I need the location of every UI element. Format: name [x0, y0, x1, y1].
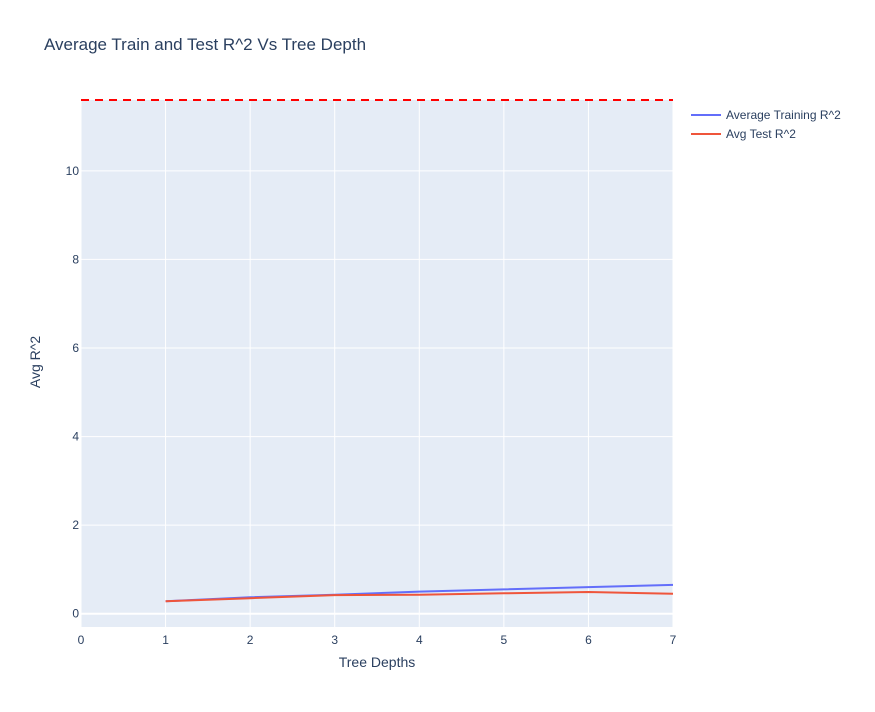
- legend-label: Avg Test R^2: [726, 127, 796, 141]
- y-tick-label: 4: [72, 430, 79, 444]
- x-tick-label: 0: [78, 633, 85, 647]
- y-tick-label: 0: [72, 607, 79, 621]
- x-tick-label: 4: [416, 633, 423, 647]
- x-tick-label: 3: [331, 633, 338, 647]
- legend-item[interactable]: Avg Test R^2: [691, 127, 796, 141]
- legend-item[interactable]: Average Training R^2: [691, 108, 841, 122]
- axis-tick-labels: 0 1 2 3 4 5 6 7 0 2 4 6 8 10: [66, 164, 677, 647]
- legend-label: Average Training R^2: [726, 108, 841, 122]
- y-tick-label: 8: [72, 252, 79, 266]
- legend[interactable]: Average Training R^2 Avg Test R^2: [691, 108, 841, 141]
- x-tick-label: 6: [585, 633, 592, 647]
- x-tick-label: 1: [162, 633, 169, 647]
- x-axis-label: Tree Depths: [339, 654, 416, 670]
- x-tick-label: 5: [501, 633, 508, 647]
- x-tick-label: 7: [670, 633, 677, 647]
- grid-lines: [80, 100, 674, 627]
- y-tick-label: 6: [72, 341, 79, 355]
- data-series: [165, 583, 674, 603]
- series-line-test: [165, 591, 674, 603]
- y-tick-label: 10: [66, 164, 80, 178]
- y-tick-label: 2: [72, 518, 79, 532]
- chart-title: Average Train and Test R^2 Vs Tree Depth: [44, 35, 366, 54]
- y-axis-label: Avg R^2: [27, 336, 43, 388]
- x-tick-label: 2: [247, 633, 254, 647]
- plot-area: [81, 100, 673, 627]
